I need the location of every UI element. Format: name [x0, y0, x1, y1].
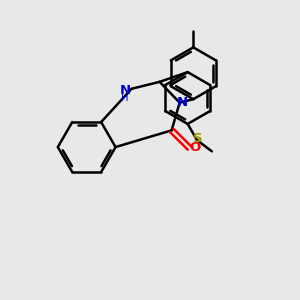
Text: N: N: [177, 96, 188, 109]
Text: S: S: [193, 132, 203, 145]
Text: O: O: [189, 141, 200, 154]
Text: N: N: [120, 84, 131, 97]
Text: H: H: [122, 93, 129, 103]
